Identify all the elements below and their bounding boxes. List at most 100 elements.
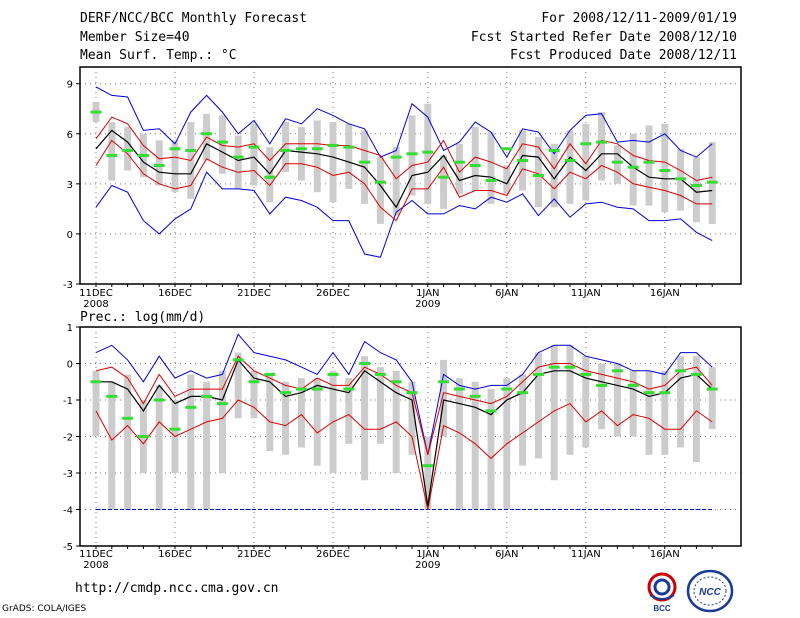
panel2-observed-mark [216, 402, 228, 406]
panel1-spread-box [661, 123, 669, 213]
panel1-observed-mark [627, 165, 639, 169]
panel2-observed-mark [611, 369, 623, 373]
panel2-observed-mark [137, 435, 149, 438]
panel2-spread-box [266, 374, 274, 452]
panel1-observed-mark [122, 148, 134, 152]
panel2-spread-box [487, 389, 495, 510]
panel2-observed-mark [106, 394, 118, 398]
panel2-spread-box [92, 370, 100, 437]
panel2-spread-box [582, 356, 590, 448]
panel1-observed-mark [327, 143, 339, 147]
chart-title: DERF/NCC/BCC Monthly Forecast [80, 11, 307, 26]
panel2-spread-box [455, 378, 463, 510]
panel1-spread-box [250, 123, 258, 186]
panel1-observed-mark [438, 175, 450, 179]
panel1-spread-box [503, 165, 511, 194]
panel1-observed-mark [501, 147, 513, 151]
panel2-spread-box [424, 436, 432, 510]
panel1-observed-mark [390, 155, 402, 159]
start-date: Fcst Started Refer Date 2008/12/10 [470, 30, 737, 45]
svg-text:NCC: NCC [699, 587, 721, 598]
source-url[interactable]: http://cmdp.ncc.cma.gov.cn [75, 581, 279, 596]
panel1-observed-mark [106, 153, 118, 157]
panel1-observed-mark [690, 184, 702, 188]
panel2-xtick-label: 11DEC [79, 549, 113, 560]
panel1-xtick-label: 6JAN [495, 288, 518, 299]
panel1-spread-box [455, 143, 463, 194]
panel2-observed-mark [390, 380, 402, 384]
panel1-spread-box [313, 120, 321, 193]
panel1-observed-mark [201, 132, 213, 136]
panel2-spread-box [218, 370, 226, 473]
panel1-observed-mark [264, 175, 276, 179]
panel2-observed-mark [548, 365, 560, 369]
panel2-spread-box [124, 374, 132, 510]
panel2-observed-mark [643, 391, 655, 395]
panel1-observed-mark [232, 155, 244, 159]
panel2-spread-box [519, 374, 527, 466]
panel1-observed-mark [185, 148, 197, 152]
panel2-xtick-year: 2008 [83, 560, 108, 571]
panel1-spread-box [124, 127, 132, 171]
panel1-spread-box [108, 122, 116, 181]
panel2-spread-box [708, 367, 716, 430]
panel2-observed-mark [453, 387, 465, 391]
panel2-spread-box [345, 378, 353, 444]
panel2-spread-box [250, 370, 258, 419]
panel2-spread-box [566, 345, 574, 455]
panel1-ytick-label: -3 [63, 280, 73, 291]
panel1-observed-mark [611, 160, 623, 164]
panel1-observed-mark [343, 145, 355, 149]
panel2-observed-mark [122, 416, 134, 420]
panel2-spread-box [282, 381, 290, 455]
panel2-observed-mark [438, 380, 450, 384]
panel2-observed-mark [374, 372, 386, 376]
panel1-observed-mark [374, 180, 386, 184]
panel2-spread-box [629, 370, 637, 437]
panel2-spread-box [471, 381, 479, 510]
panel1-spread-box [566, 130, 574, 204]
panel2-xtick-label: 16JAN [650, 549, 680, 560]
panel2-observed-mark [485, 409, 497, 413]
panel1-observed-mark [311, 147, 323, 151]
panel1-xtick-label: 1JAN [416, 288, 439, 299]
panel2-xtick-label: 11JAN [571, 549, 601, 560]
panel2-spread-box [598, 363, 606, 430]
panel2-observed-mark [406, 391, 418, 395]
panel2-observed-mark [153, 398, 165, 402]
panel2-spread-box [297, 378, 305, 448]
panel1-xtick-label: 16DEC [158, 288, 192, 299]
panel1-spread-box [487, 132, 495, 204]
panel1-max-line [95, 86, 713, 159]
panel1-observed-mark [485, 179, 497, 183]
panel1-observed-mark [453, 160, 465, 164]
svg-text:BCC: BCC [653, 604, 671, 613]
panel1-spread-box [440, 155, 448, 209]
panel2-ytick-label: -1 [63, 396, 73, 407]
panel1-observed-mark [675, 177, 687, 181]
panel2-observed-mark [422, 464, 434, 468]
panel2-observed-mark [264, 372, 276, 376]
panel2-xtick-year: 2009 [415, 560, 440, 571]
panel2-observed-mark [469, 394, 481, 398]
panel1-spread-box [376, 157, 384, 224]
panel2-observed-mark [706, 387, 718, 391]
panel2-upper-line [95, 355, 713, 455]
panel1-observed-mark [359, 160, 371, 164]
panel1-xtick-label: 11JAN [571, 288, 601, 299]
panel2-spread-box [155, 385, 163, 510]
panel1-observed-mark [517, 158, 529, 162]
panel1-ytick-label: 3 [67, 180, 73, 191]
panel2-mean-line [96, 358, 713, 506]
panel2-observed-mark [295, 387, 307, 391]
panel2-ytick-label: -2 [63, 433, 73, 444]
panel2-observed-mark [343, 387, 355, 391]
panel1-xtick-label: 21DEC [237, 288, 271, 299]
panel1-spread-box [582, 123, 590, 201]
panel2-observed-mark [201, 394, 213, 398]
panel1-xtick-year: 2009 [415, 299, 440, 310]
panel2-observed-mark [185, 405, 197, 409]
panel1-observed-mark [659, 168, 671, 172]
panel2-spread-box [108, 381, 116, 510]
